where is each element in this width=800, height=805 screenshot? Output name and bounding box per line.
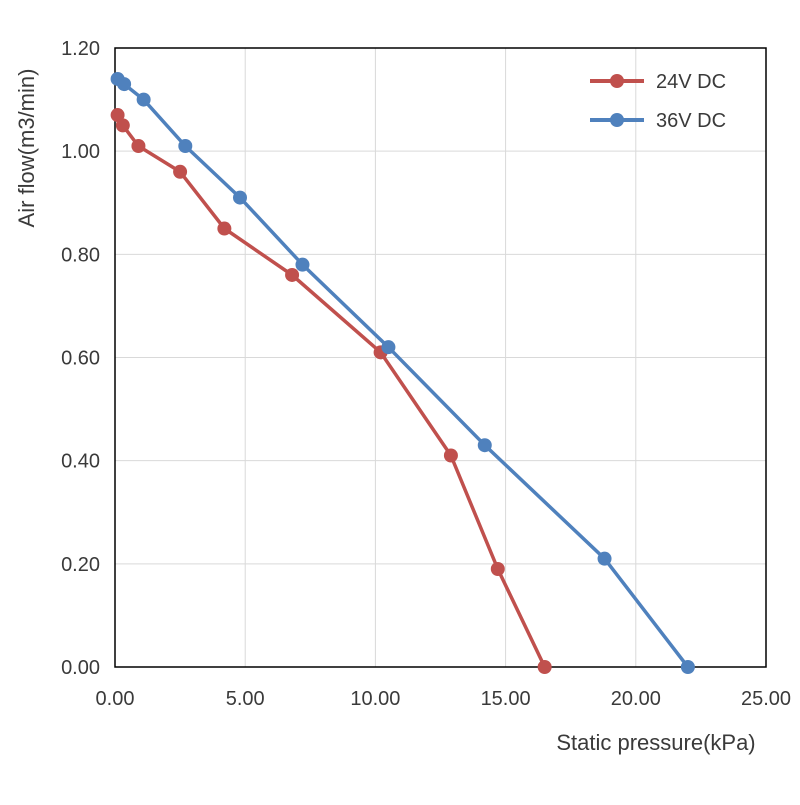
series-line-36v-dc	[116, 77, 690, 669]
legend: 24V DC 36V DC	[590, 71, 726, 132]
data-point-36v-dc	[680, 660, 695, 674]
plot-area-frame	[114, 47, 767, 668]
y-tick-label: 1.20	[61, 38, 100, 60]
legend-item-36v: 36V DC	[590, 110, 726, 132]
data-point-24v-dc	[217, 221, 232, 236]
x-tick-label: 20.00	[611, 688, 661, 710]
y-tick-label: 0.20	[61, 554, 100, 576]
y-axis-title: Air flow(m3/min)	[14, 69, 39, 228]
x-tick-label: 15.00	[481, 688, 531, 710]
y-tick-label: 0.60	[61, 348, 100, 370]
x-tick-label: 10.00	[350, 688, 400, 710]
x-tick-label: 25.00	[741, 688, 791, 710]
legend-swatch-marker-36v	[610, 113, 624, 127]
legend-label-24v: 24V DC	[656, 71, 726, 93]
data-point-36v-dc	[295, 257, 310, 272]
x-axis-title: Static pressure(kPa)	[556, 730, 755, 755]
data-point-24v-dc	[131, 139, 146, 154]
grid-lines	[114, 47, 767, 668]
series-36v-dc	[110, 71, 695, 674]
data-point-36v-dc	[232, 190, 247, 205]
data-point-36v-dc	[136, 92, 151, 107]
data-point-24v-dc	[115, 118, 130, 133]
x-tick-label: 0.00	[96, 688, 135, 710]
data-point-36v-dc	[477, 438, 492, 453]
data-point-24v-dc	[173, 164, 188, 179]
data-point-36v-dc	[381, 340, 396, 355]
data-point-36v-dc	[597, 551, 612, 566]
data-point-24v-dc	[110, 108, 125, 123]
series-24v-dc	[110, 108, 552, 674]
axis-tick-labels: 0.00 5.00 10.00 15.00 20.00 25.00 0.00 0.20 0.40…	[61, 38, 791, 710]
y-tick-label: 0.00	[61, 657, 100, 679]
y-tick-label: 0.80	[61, 244, 100, 266]
data-point-24v-dc	[537, 660, 552, 674]
x-tick-label: 5.00	[226, 688, 265, 710]
series-line-24v-dc	[116, 114, 547, 668]
y-tick-label: 0.40	[61, 451, 100, 473]
legend-label-36v: 36V DC	[656, 110, 726, 132]
data-point-36v-dc	[178, 139, 193, 154]
data-point-24v-dc	[443, 448, 458, 463]
data-series	[110, 71, 695, 674]
data-point-24v-dc	[285, 267, 300, 282]
data-point-36v-dc	[117, 77, 132, 92]
data-point-24v-dc	[490, 561, 505, 576]
legend-swatch-marker-24v	[610, 74, 624, 88]
legend-item-24v: 24V DC	[590, 71, 726, 93]
y-tick-label: 1.00	[61, 141, 100, 163]
